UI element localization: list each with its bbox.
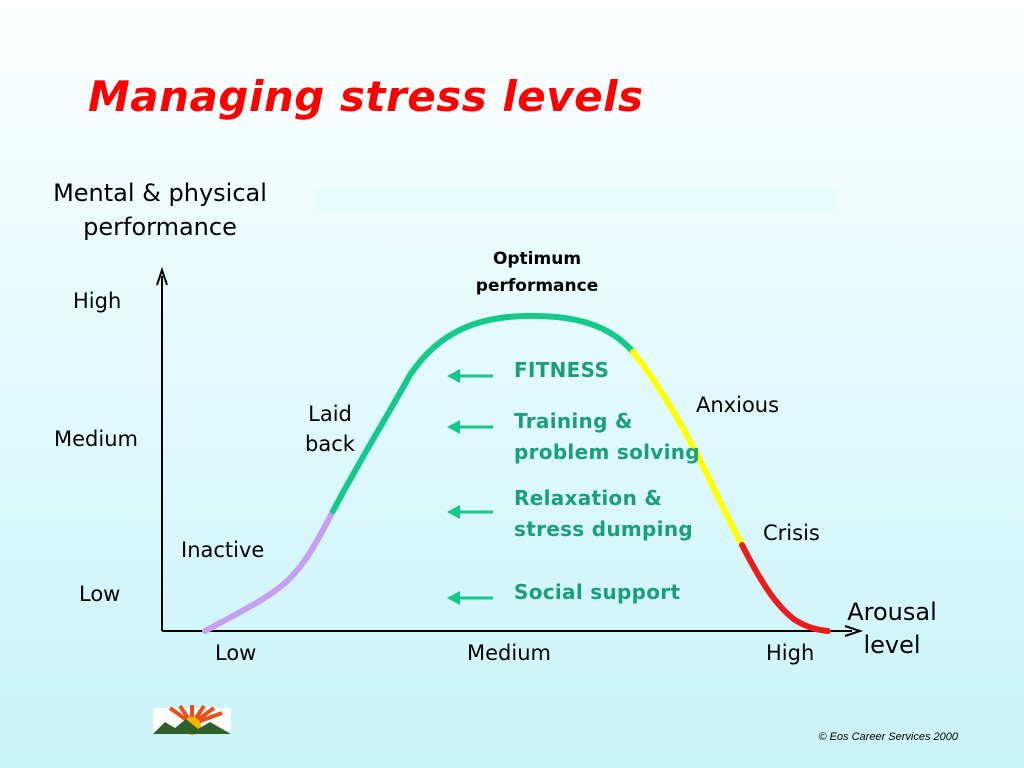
arrow-left-icon — [447, 420, 493, 434]
zone-label-crisis: Crisis — [763, 521, 820, 545]
curve-segment-crisis — [739, 542, 831, 634]
intervention-line1: FITNESS — [514, 358, 610, 382]
laid-back-line2: back — [305, 432, 355, 456]
zone-label-laid-back: Laid back — [290, 399, 370, 459]
x-axis-title-line2: level — [863, 631, 921, 659]
intervention-line1: Training & — [514, 409, 633, 433]
intervention-line1: Social support — [514, 580, 681, 604]
y-axis-title-line2: performance — [83, 213, 237, 241]
y-tick-low: Low — [79, 582, 121, 606]
curve-segment-anxious — [630, 349, 745, 548]
optimum-label-line1: Optimum — [492, 249, 582, 269]
optimum-performance-label: Optimum performance — [462, 246, 612, 300]
arrow-left-icon — [447, 369, 493, 383]
y-axis-arrow-icon — [156, 266, 168, 286]
x-tick-medium: Medium — [467, 641, 551, 665]
intervention-line2: stress dumping — [514, 517, 693, 541]
x-axis-arrow-icon — [844, 625, 864, 637]
x-tick-low: Low — [215, 641, 257, 665]
laid-back-line1: Laid — [308, 402, 352, 426]
x-axis-title: Arousal level — [842, 596, 942, 662]
x-tick-high: High — [766, 641, 815, 665]
zone-label-inactive: Inactive — [181, 538, 265, 562]
intervention-arrows — [447, 369, 493, 605]
arrow-left-icon — [447, 505, 493, 519]
y-tick-medium: Medium — [54, 427, 138, 451]
intervention-training: Training & problem solving — [514, 406, 700, 468]
intervention-relaxation: Relaxation & stress dumping — [514, 483, 693, 545]
curve-segment-inactive — [202, 508, 336, 634]
arrow-left-icon — [447, 591, 493, 605]
y-axis-title-line1: Mental & physical — [53, 179, 267, 207]
intervention-fitness: FITNESS — [514, 355, 609, 386]
page-title: Managing stress levels — [88, 72, 644, 121]
x-axis-title-line1: Arousal — [847, 598, 937, 626]
optimum-label-line2: performance — [475, 276, 599, 296]
intervention-line2: problem solving — [514, 440, 700, 464]
sunrise-logo-icon — [153, 704, 231, 735]
y-tick-high: High — [73, 289, 122, 313]
zone-label-anxious: Anxious — [696, 393, 780, 417]
highlight-band — [316, 188, 836, 212]
y-axis-title: Mental & physical performance — [20, 176, 300, 244]
copyright-notice: © Eos Career Services 2000 — [818, 731, 958, 743]
intervention-social-support: Social support — [514, 577, 680, 608]
intervention-line1: Relaxation & — [514, 486, 663, 510]
curve-segment-laid-back — [330, 312, 636, 514]
